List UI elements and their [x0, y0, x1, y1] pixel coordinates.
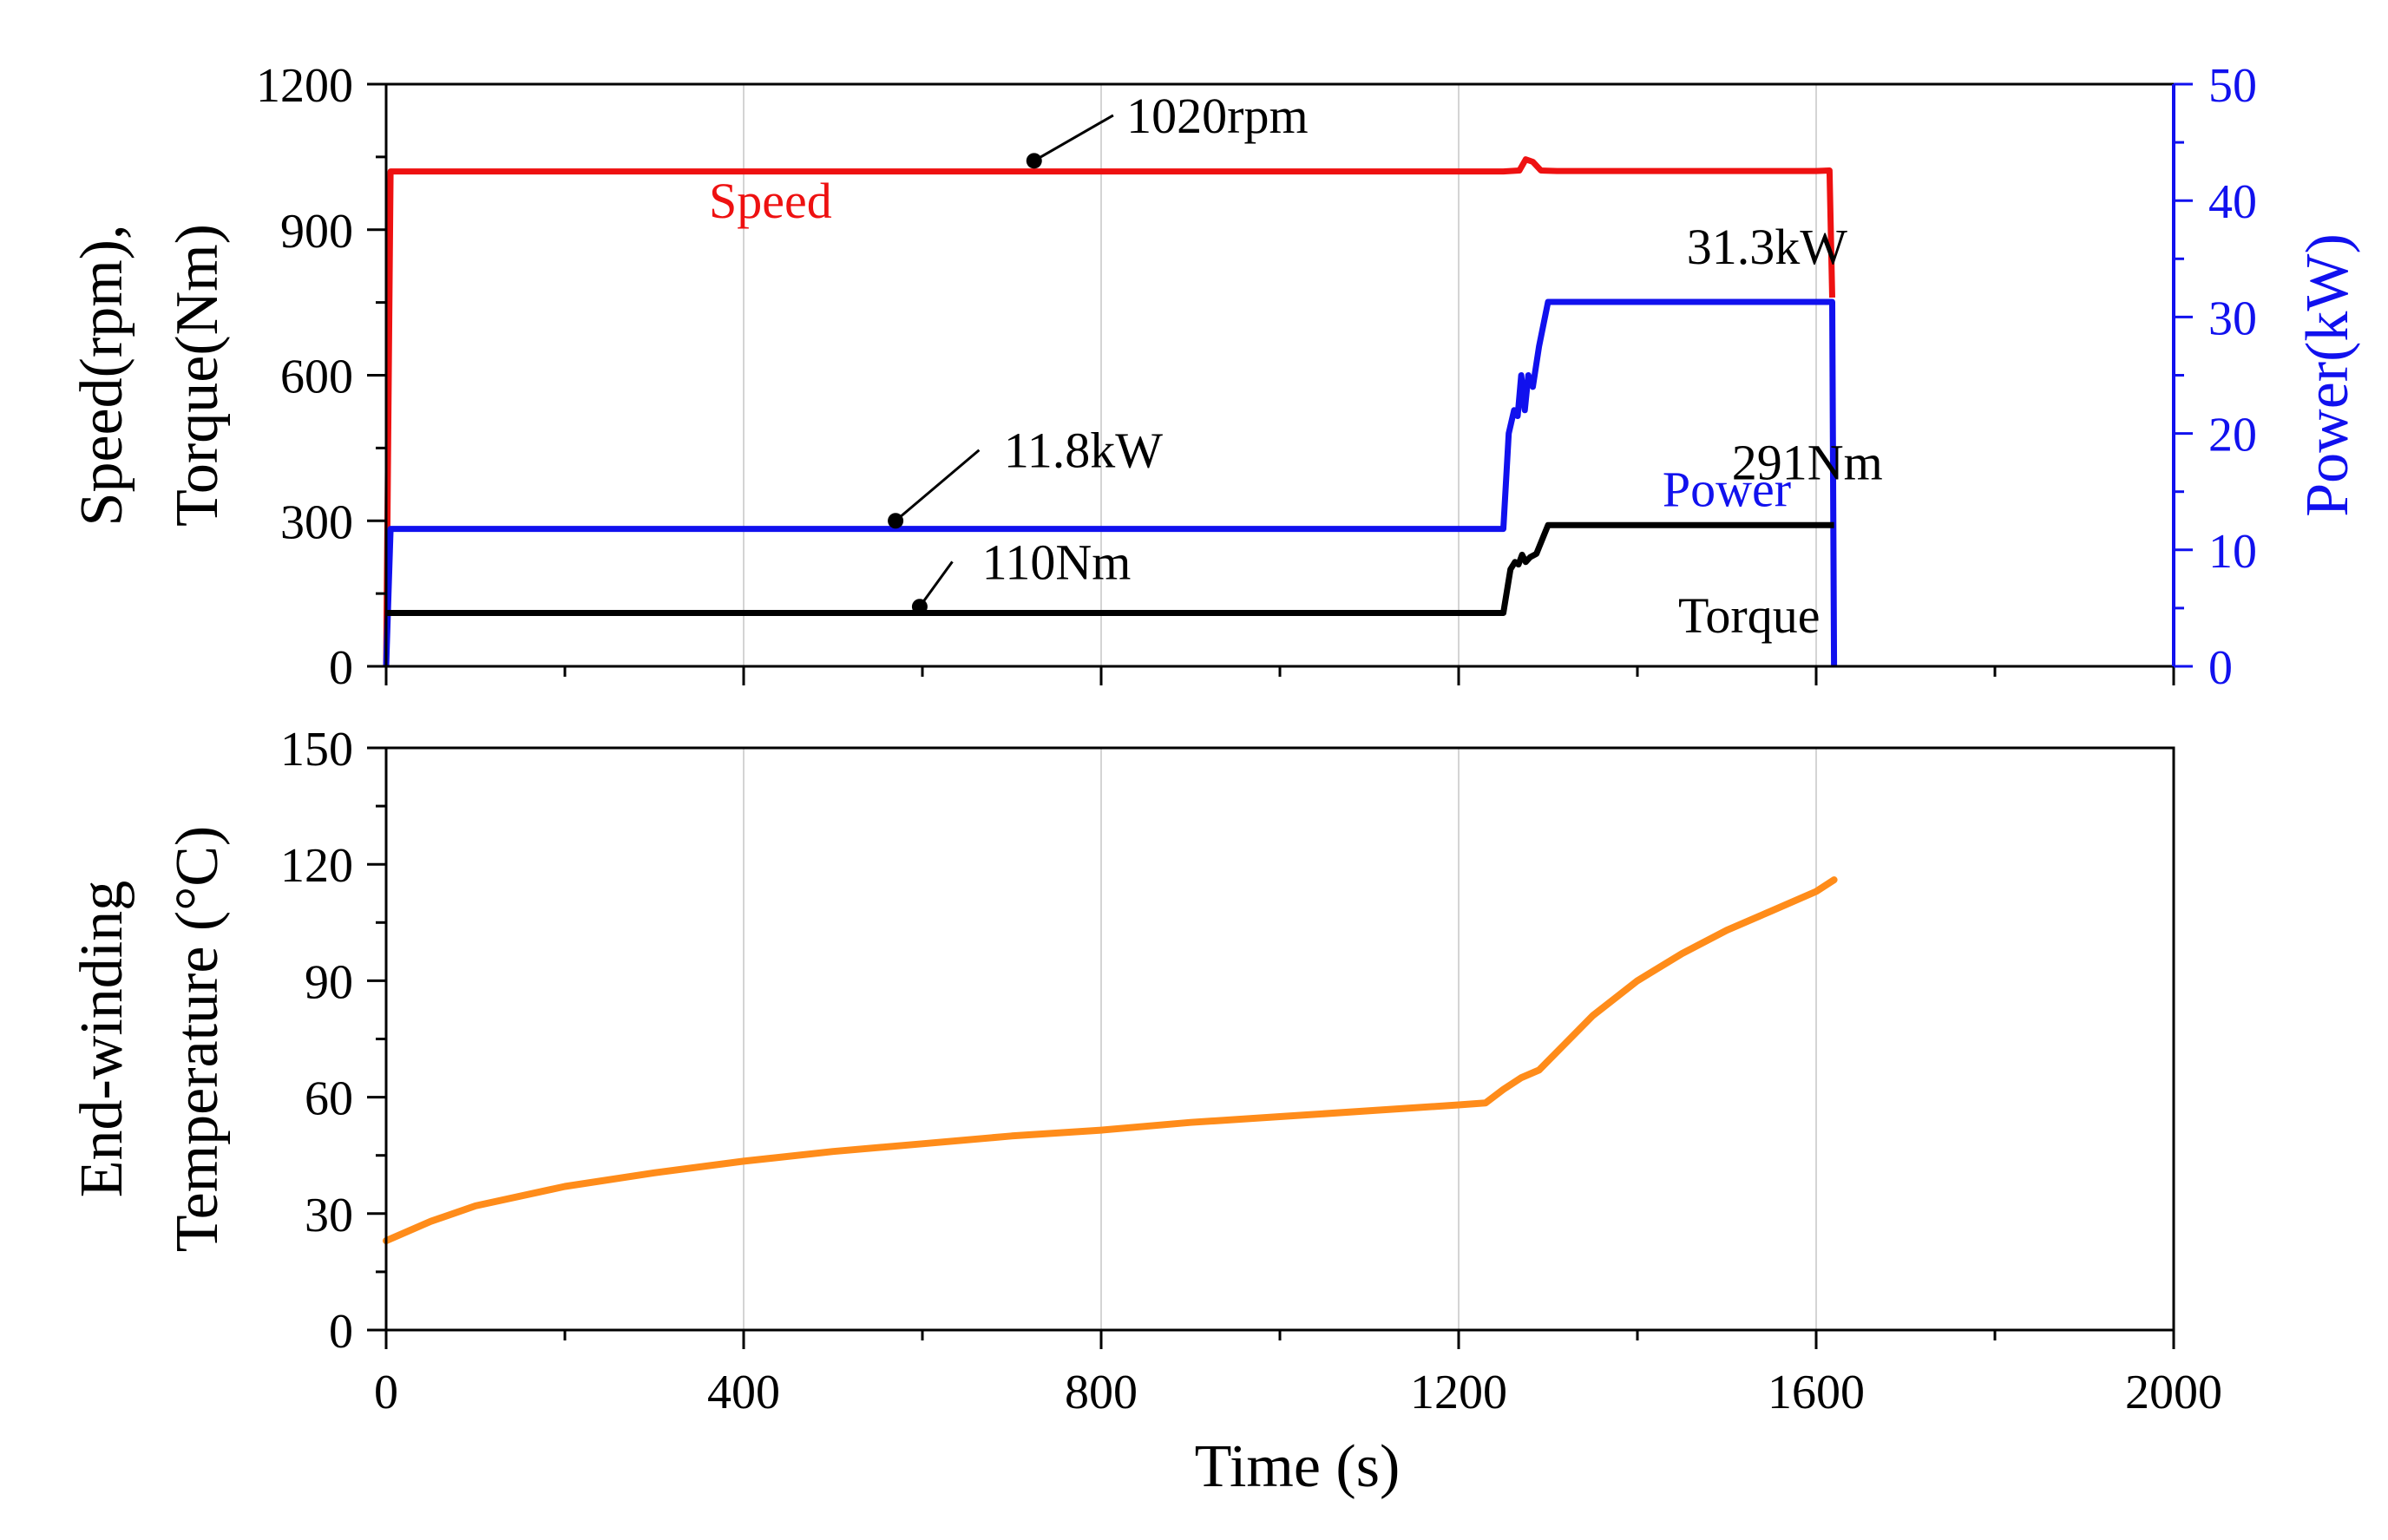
power-axis-tick-label: 40: [2208, 175, 2257, 229]
series-label-speed: Speed: [709, 173, 832, 229]
annotation-label: 31.3kW: [1687, 219, 1848, 275]
annotation-marker: [911, 599, 928, 615]
bottom-x-tick-label: 0: [374, 1366, 398, 1419]
bottom-x-tick-label: 1200: [1410, 1366, 1507, 1419]
bottom-y-axis-title-line2: Temperature (°C): [164, 826, 231, 1252]
bottom-y-tick-label: 90: [305, 955, 353, 1009]
annotation-label: 110Nm: [982, 534, 1132, 590]
series-line-power: [383, 298, 1838, 667]
bottom-y-axis-title-line1: End-winding: [69, 881, 135, 1198]
bottom-y-tick-label: 30: [305, 1189, 353, 1242]
bottom-x-tick-label: 800: [1065, 1366, 1138, 1419]
top-annotations: Speed Power Torque 1020rpm 11.8kW 110Nm 31.3kW…: [709, 88, 1883, 644]
top-series-group: [383, 156, 1838, 667]
annotation-marker: [888, 513, 904, 529]
top-y-tick-label: 600: [280, 351, 353, 404]
top-gridlines: [743, 84, 1817, 666]
annotation-marker: [1026, 153, 1042, 169]
series-line-torque: [386, 521, 1834, 616]
power-axis-tick-label: 0: [2208, 641, 2233, 695]
series-line-speed: [383, 156, 1835, 667]
bottom-y-tick-label: 60: [305, 1072, 353, 1126]
bottom-x-tick-label: 400: [707, 1366, 780, 1419]
power-axis-tick-label: 30: [2208, 292, 2257, 345]
annotation-leader-line: [895, 449, 981, 522]
power-axis-title: Power(kW): [2294, 233, 2361, 517]
top-y-tick-label: 1200: [256, 59, 353, 113]
top-y-axis-title-line2: Torque(Nm): [164, 224, 231, 527]
top-y-tick-label: 0: [329, 641, 353, 695]
bottom-x-tick-label: 1600: [1768, 1366, 1865, 1419]
bottom-series-group: [383, 876, 1838, 1245]
annotation-leader-line: [918, 560, 954, 608]
top-ticks: 0 300 600 900 1200: [256, 59, 2175, 695]
top-y-tick-label: 900: [280, 205, 353, 259]
annotation-leader-line: [1033, 114, 1114, 162]
top-panel: Speed Power Torque 1020rpm 11.8kW 110Nm 31.3kW…: [69, 59, 2361, 695]
bottom-panel: 0 400 800 1200 1600 2000 0 30 60 90 120 150 End-win…: [69, 723, 2222, 1500]
series-label-torque: Torque: [1678, 587, 1820, 644]
bottom-y-tick-label: 150: [280, 723, 353, 777]
power-axis-tick-label: 50: [2208, 59, 2257, 113]
power-axis: 0 10 20 30 40 50: [2172, 59, 2257, 695]
power-axis-tick-label: 10: [2208, 525, 2257, 579]
series-line-temperature: [383, 876, 1838, 1245]
annotation-label: 11.8kW: [1004, 423, 1163, 479]
series-label-power: Power: [1663, 461, 1791, 517]
bottom-gridlines: [743, 748, 1817, 1330]
annotation-label: 291Nm: [1732, 435, 1883, 491]
top-y-axis-title-line1: Speed(rpm),: [69, 225, 135, 527]
bottom-x-tick-label: 2000: [2125, 1366, 2222, 1419]
top-y-tick-label: 300: [280, 495, 353, 549]
bottom-y-tick-label: 120: [280, 839, 353, 893]
bottom-ticks: 0 400 800 1200 1600 2000 0 30 60 90 120 150: [280, 723, 2222, 1419]
annotation-label: 1020rpm: [1126, 88, 1308, 144]
power-axis-tick-label: 20: [2208, 409, 2257, 462]
x-axis-title: Time (s): [1195, 1433, 1401, 1500]
bottom-y-tick-label: 0: [329, 1305, 353, 1359]
